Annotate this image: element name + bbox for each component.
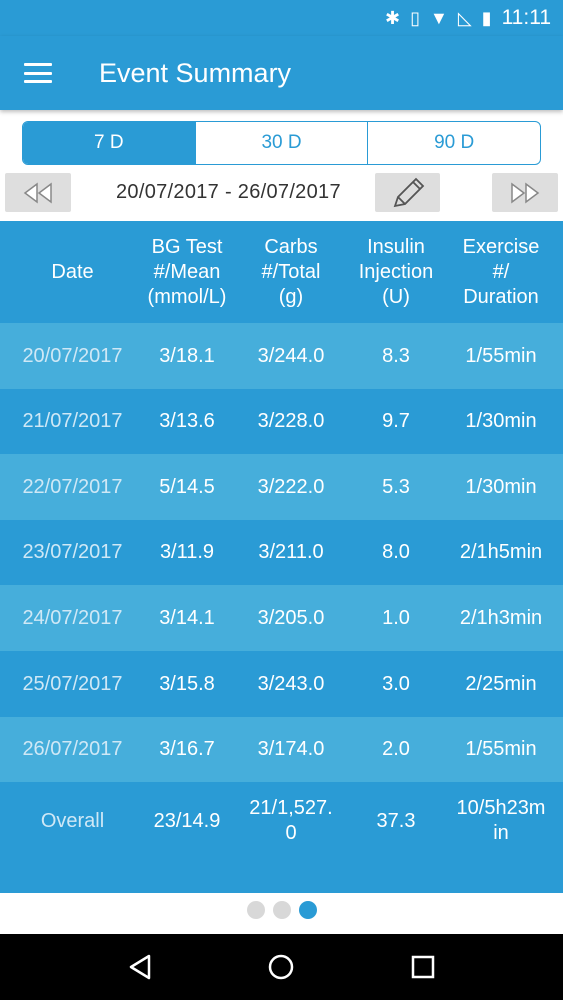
row-date: 25/07/2017: [22, 672, 123, 695]
overall-exercise: 10/5h23m in: [456, 797, 546, 844]
row-insulin: 9.7: [382, 410, 410, 432]
header-bg-test: BG Test #/Mean (mmol/L): [147, 235, 227, 308]
header-carbs: Carbs #/Total (g): [261, 235, 321, 308]
edit-button[interactable]: [375, 173, 440, 212]
row-carbs: 3/244.0: [257, 344, 325, 367]
back-icon[interactable]: [127, 953, 153, 981]
bluetooth-icon: ✱: [384, 8, 401, 28]
row-insulin: 8.0: [382, 541, 410, 563]
tab-7d[interactable]: 7 D: [23, 122, 196, 164]
table-header-row: Date BG Test #/Mean (mmol/L) Carbs #/Tot…: [0, 221, 563, 323]
page-title: Event Summary: [99, 57, 292, 88]
table-row[interactable]: 25/07/2017 3/15.8 3/243.0 3.0 2/25min: [0, 651, 563, 717]
row-bg: 3/15.8: [159, 672, 215, 695]
header-exercise: Exercise #/ Duration: [462, 235, 540, 308]
row-exercise: 2/1h3min: [459, 606, 543, 629]
rewind-icon: [23, 182, 52, 203]
header-insulin: Insulin Injection (U): [358, 235, 434, 308]
table-row[interactable]: 26/07/2017 3/16.7 3/174.0 2.0 1/55min: [0, 717, 563, 782]
row-insulin: 3.0: [382, 672, 410, 695]
row-date: 24/07/2017: [22, 606, 123, 629]
row-exercise: 1/30min: [465, 410, 537, 432]
row-date: 21/07/2017: [22, 410, 123, 432]
row-insulin: 2.0: [382, 738, 410, 760]
event-summary-table: Date BG Test #/Mean (mmol/L) Carbs #/Tot…: [0, 221, 563, 893]
row-date: 26/07/2017: [22, 738, 123, 760]
overall-label: Overall: [40, 809, 105, 832]
battery-charging-icon: ▮: [481, 8, 492, 28]
previous-week-button[interactable]: [5, 173, 71, 212]
overall-bg: 23/14.9: [153, 809, 221, 832]
row-bg: 3/18.1: [159, 344, 215, 367]
row-bg: 5/14.5: [159, 475, 215, 498]
row-exercise: 1/55min: [465, 738, 537, 760]
row-bg: 3/13.6: [159, 410, 215, 432]
menu-icon[interactable]: [24, 63, 52, 83]
row-date: 22/07/2017: [22, 475, 123, 498]
fast-forward-icon: [511, 182, 540, 203]
system-nav-bar: [0, 934, 563, 1000]
row-carbs: 3/243.0: [257, 672, 325, 695]
tab-30d[interactable]: 30 D: [196, 122, 369, 164]
row-carbs: 3/222.0: [257, 475, 325, 498]
tab-90d[interactable]: 90 D: [434, 132, 475, 153]
row-insulin: 5.3: [382, 475, 410, 498]
row-insulin: 8.3: [382, 344, 410, 367]
row-date: 20/07/2017: [22, 344, 123, 367]
recents-icon[interactable]: [410, 954, 436, 980]
page-dot[interactable]: [272, 901, 291, 919]
next-week-button[interactable]: [492, 173, 558, 212]
table-row[interactable]: 23/07/2017 3/11.9 3/211.0 8.0 2/1h5min: [0, 520, 563, 585]
row-insulin: 1.0: [382, 606, 410, 629]
header-date: Date: [51, 260, 94, 283]
row-bg: 3/14.1: [159, 606, 215, 629]
status-bar: ✱ ▯ ▼ ◺ ▮ 11:11: [0, 0, 563, 36]
row-exercise: 2/25min: [465, 672, 537, 695]
overall-insulin: 37.3: [376, 809, 416, 832]
pencil-icon: [393, 177, 424, 207]
page-dot[interactable]: [246, 901, 265, 919]
table-row[interactable]: 22/07/2017 5/14.5 3/222.0 5.3 1/30min: [0, 454, 563, 520]
date-navigation: 20/07/2017 - 26/07/2017: [0, 173, 563, 213]
table-row[interactable]: 20/07/2017 3/18.1 3/244.0 8.3 1/55min: [0, 323, 563, 389]
clock: 11:11: [501, 6, 551, 29]
row-exercise: 1/55min: [465, 344, 537, 367]
home-icon[interactable]: [267, 953, 295, 981]
overall-carbs: 21/1,527. 0: [249, 797, 333, 844]
page-dot-active[interactable]: [298, 901, 317, 919]
row-exercise: 1/30min: [465, 475, 537, 498]
row-exercise: 2/1h5min: [459, 541, 543, 563]
row-date: 23/07/2017: [22, 541, 123, 563]
date-range-label: 20/07/2017 - 26/07/2017: [116, 181, 341, 203]
wifi-icon: ▼: [429, 8, 448, 28]
row-bg: 3/16.7: [159, 738, 215, 760]
vibrate-icon: ▯: [410, 8, 420, 28]
row-carbs: 3/228.0: [257, 410, 325, 432]
row-carbs: 3/211.0: [258, 541, 324, 563]
row-carbs: 3/205.0: [257, 606, 325, 629]
no-signal-icon: ◺: [457, 8, 472, 28]
row-carbs: 3/174.0: [257, 738, 325, 760]
table-row[interactable]: 24/07/2017 3/14.1 3/205.0 1.0 2/1h3min: [0, 585, 563, 651]
range-tabs: 7 D 30 D 90 D: [22, 121, 541, 165]
row-bg: 3/11.9: [159, 541, 215, 563]
app-bar: Event Summary: [0, 36, 563, 110]
table-row[interactable]: 21/07/2017 3/13.6 3/228.0 9.7 1/30min: [0, 389, 563, 454]
table-overall-row: Overall 23/14.9 21/1,527. 0 37.3 10/5h23…: [0, 782, 563, 860]
page-indicator: [0, 901, 563, 921]
